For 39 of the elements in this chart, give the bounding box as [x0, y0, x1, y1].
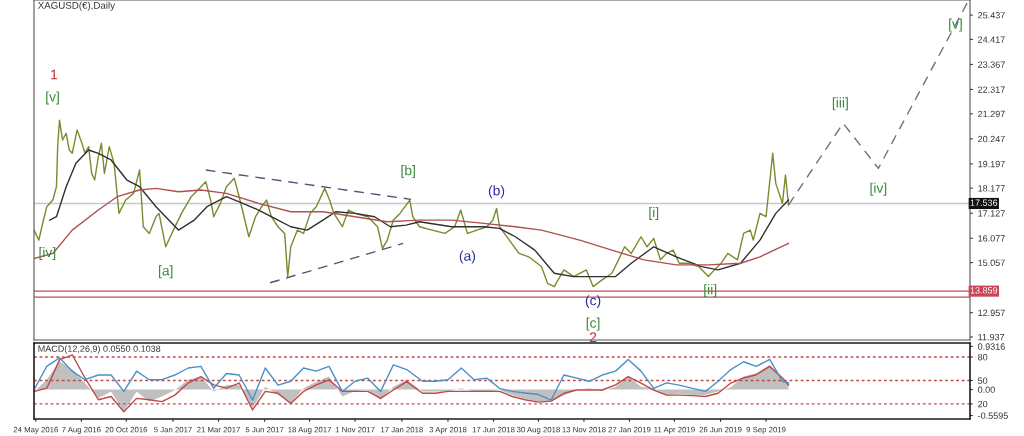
y-tick-label: 17.127	[978, 210, 1005, 217]
annotation: [v]	[46, 91, 59, 105]
annotation: [a]	[158, 265, 173, 279]
annotation: [v]	[949, 18, 962, 32]
annotation: (a)	[459, 250, 476, 264]
annotation: 1	[51, 69, 58, 80]
ref-line-label: 13.859	[970, 287, 998, 294]
line-series	[34, 187, 790, 266]
annotation: [c]	[586, 317, 600, 331]
annotation: [b]	[401, 165, 415, 179]
annotation: MACD(12,26,9) 0.0550 0.1038	[38, 345, 161, 354]
y-tick-label: 16.077	[978, 235, 1005, 242]
annotation: (b)	[488, 185, 505, 199]
y-tick-label: 21.297	[978, 110, 1005, 118]
y-tick-label: 0.00	[977, 386, 995, 393]
y-tick-label: 19.197	[978, 160, 1005, 168]
y-tick-label: 12.957	[978, 309, 1005, 317]
ref-line-label: 17.536	[970, 199, 998, 206]
chart-title: XAGUSD(€),Daily	[37, 1, 115, 11]
annotation: [iii]	[832, 97, 848, 111]
y-tick-label: 25.437	[978, 12, 1005, 19]
y-tick-label: 11.937	[978, 333, 1005, 341]
annotation: [iv]	[870, 182, 887, 196]
line-series	[34, 357, 790, 401]
y-tick-label: 18.177	[978, 185, 1005, 192]
y-tick-label: 23.367	[978, 61, 1005, 68]
y2-tick-label: 80	[978, 354, 988, 361]
y-tick-label: 22.317	[978, 86, 1005, 93]
y2-tick-label: 20	[978, 400, 988, 408]
y-tick-label: -0.5595	[978, 412, 1008, 419]
y2-tick-label: 50	[978, 377, 988, 384]
line-series	[787, 0, 970, 206]
y-tick-label: 15.057	[978, 259, 1005, 266]
annotation: [i]	[649, 206, 659, 220]
annotation: 2	[589, 332, 597, 343]
annotation: (c)	[585, 295, 601, 309]
y-tick-label: 20.247	[978, 135, 1005, 143]
y-tick-label: 24.417	[978, 36, 1005, 43]
y-tick-label: 0.9316	[977, 343, 1005, 350]
